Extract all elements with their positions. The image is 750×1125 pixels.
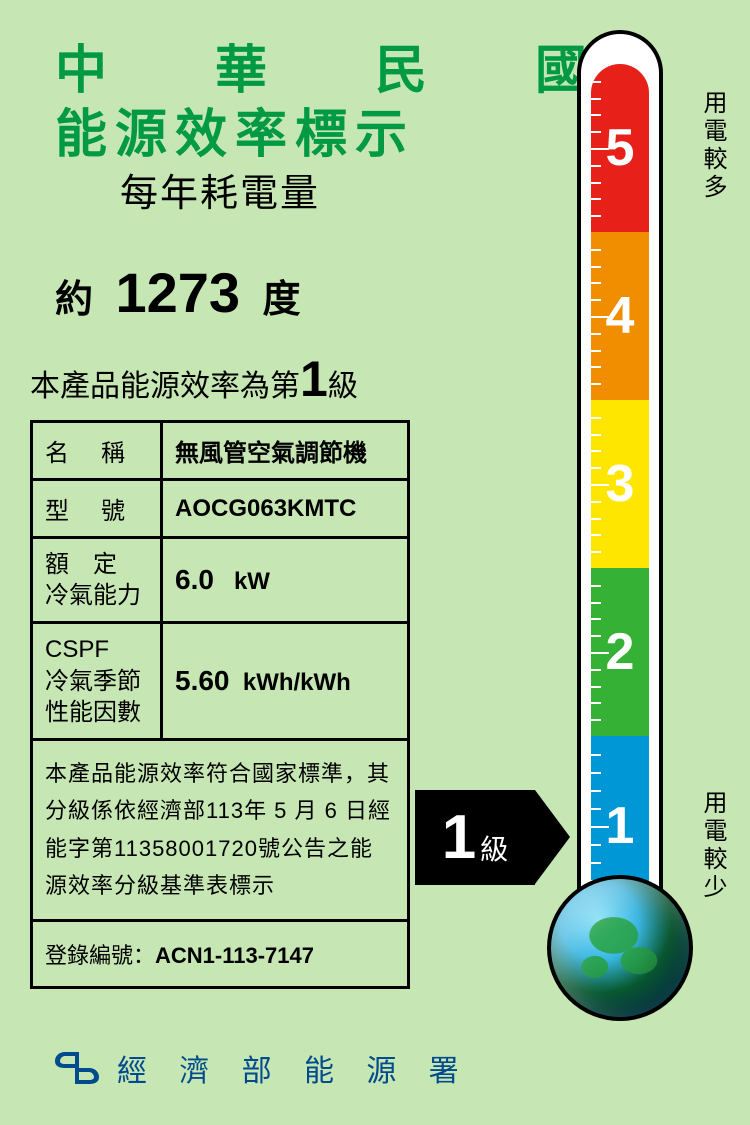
thermometer-tick: [591, 844, 601, 846]
thermometer-tick: [591, 635, 601, 637]
segment-label: 2: [606, 622, 635, 682]
thermometer-tick: [591, 808, 601, 810]
thermometer-tick: [591, 652, 609, 654]
grade-badge-number: 1: [442, 802, 476, 873]
thermometer-tick: [591, 551, 601, 553]
thermometer-tick: [591, 282, 601, 284]
approx-label: 約: [55, 279, 93, 321]
thermometer-tick: [591, 316, 609, 318]
spec-label: 型 號: [32, 480, 162, 538]
spec-value: 6.0 kW: [162, 538, 409, 623]
thermometer-tick: [591, 198, 601, 200]
thermometer-tick: [591, 165, 601, 167]
registration: 登錄編號：ACN1-113-7147: [32, 920, 409, 987]
thermometer: 5 4 3 2 1: [565, 30, 675, 1030]
agency-name: 經 濟 部 能 源 署: [117, 1046, 471, 1090]
thermometer-tick: [591, 618, 601, 620]
thermometer-tick: [591, 333, 601, 335]
segment-label: 1: [606, 796, 635, 856]
thermometer-tick: [591, 534, 601, 536]
table-row: CSPF冷氣季節性能因數 5.60 kWh/kWh: [32, 623, 409, 740]
grade-prefix: 本產品能源效率為第: [30, 370, 300, 403]
thermometer-tick: [591, 182, 601, 184]
thermometer-tick: [591, 484, 609, 486]
thermometer-tick: [591, 862, 601, 864]
segment-label: 3: [606, 454, 635, 514]
thermometer-tick: [591, 450, 601, 452]
thermometer-tick: [591, 719, 601, 721]
spec-value: 無風管空氣調節機: [162, 422, 409, 480]
thermometer-tick: [591, 131, 601, 133]
thermometer-tick: [591, 417, 601, 419]
thermometer-tick: [591, 501, 601, 503]
subtitle: 每年耗電量: [120, 162, 320, 217]
label-title: 能源效率標示: [55, 92, 415, 167]
thermometer-tick: [591, 602, 601, 604]
thermometer-tick: [591, 585, 601, 587]
spec-value: 5.60 kWh/kWh: [162, 623, 409, 740]
thermometer-tick: [591, 754, 601, 756]
thermometer-segments: 5 4 3 2 1: [591, 64, 649, 900]
thermometer-tick: [591, 467, 601, 469]
thermometer-tick: [591, 215, 601, 217]
thermometer-tick: [591, 434, 601, 436]
segment-label: 4: [606, 286, 635, 346]
thermometer-tick: [591, 702, 601, 704]
thermometer-tube: 5 4 3 2 1: [577, 30, 663, 900]
grade-badge: 1 級: [415, 790, 535, 885]
thermometer-tick: [591, 98, 601, 100]
spec-value: AOCG063KMTC: [162, 480, 409, 538]
thermometer-tick: [591, 669, 601, 671]
spec-label: 名 稱: [32, 422, 162, 480]
annual-consumption: 約 1273 度: [55, 260, 301, 325]
thermometer-tick: [591, 350, 601, 352]
thermometer-tick: [591, 383, 601, 385]
table-row: 型 號 AOCG063KMTC: [32, 480, 409, 538]
thermometer-tick: [591, 790, 601, 792]
agency-logo-icon: [55, 1050, 99, 1086]
thermometer-tick: [591, 366, 601, 368]
thermometer-tick: [591, 114, 601, 116]
thermometer-tick: [591, 518, 601, 520]
grade-number: 1: [300, 351, 328, 407]
table-row: 名 稱 無風管空氣調節機: [32, 422, 409, 480]
spec-label: CSPF冷氣季節性能因數: [32, 623, 162, 740]
thermometer-tick: [591, 772, 601, 774]
thermometer-tick: [591, 299, 601, 301]
table-row: 額 定冷氣能力 6.0 kW: [32, 538, 409, 623]
thermometer-tick: [591, 81, 601, 83]
thermometer-tick: [591, 148, 609, 150]
grade-suffix: 級: [328, 370, 358, 403]
spec-label: 額 定冷氣能力: [32, 538, 162, 623]
more-power-label: 用電較多: [695, 90, 730, 202]
grade-statement: 本產品能源效率為第1級: [30, 350, 358, 408]
thermometer-tick: [591, 826, 609, 828]
globe-icon: [547, 875, 693, 1021]
consumption-value: 1273: [115, 261, 240, 324]
spec-num: 6.0: [175, 564, 214, 595]
footer: 經 濟 部 能 源 署: [55, 1046, 471, 1090]
thermometer-tick: [591, 266, 601, 268]
consumption-unit: 度: [263, 279, 301, 321]
table-row: 登錄編號：ACN1-113-7147: [32, 920, 409, 987]
registration-label: 登錄編號：: [45, 943, 155, 968]
less-power-label: 用電較少: [695, 790, 730, 902]
spec-unit: kW: [234, 568, 270, 595]
spec-table: 名 稱 無風管空氣調節機 型 號 AOCG063KMTC 額 定冷氣能力 6.0…: [30, 420, 410, 989]
table-row: 本產品能源效率符合國家標準，其分級係依經濟部113年 5 月 6 日經能字第11…: [32, 739, 409, 920]
segment-label: 5: [606, 118, 635, 178]
grade-badge-unit: 級: [480, 828, 508, 868]
thermometer-tick: [591, 249, 601, 251]
spec-num: 5.60: [175, 665, 230, 696]
spec-unit: kWh/kWh: [243, 669, 351, 696]
thermometer-tick: [591, 686, 601, 688]
compliance-text: 本產品能源效率符合國家標準，其分級係依經濟部113年 5 月 6 日經能字第11…: [32, 739, 409, 920]
registration-number: ACN1-113-7147: [155, 943, 314, 968]
